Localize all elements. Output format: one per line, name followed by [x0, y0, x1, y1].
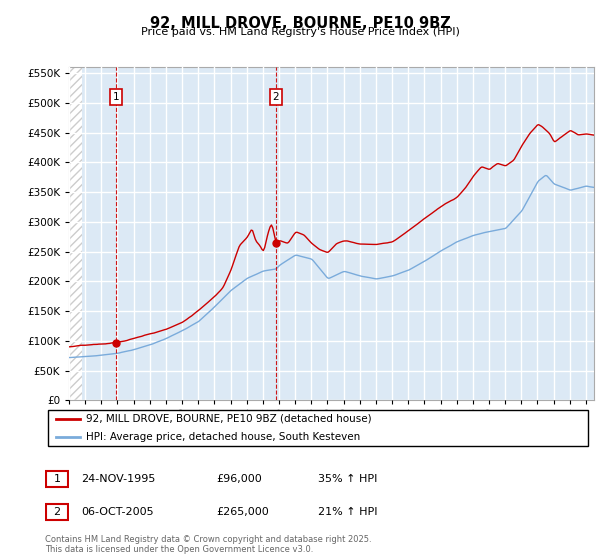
Text: 1: 1: [113, 92, 119, 102]
Text: 2: 2: [272, 92, 279, 102]
Text: Price paid vs. HM Land Registry's House Price Index (HPI): Price paid vs. HM Land Registry's House …: [140, 27, 460, 37]
Text: 92, MILL DROVE, BOURNE, PE10 9BZ: 92, MILL DROVE, BOURNE, PE10 9BZ: [149, 16, 451, 31]
Text: 2: 2: [53, 507, 61, 517]
Text: 24-NOV-1995: 24-NOV-1995: [81, 474, 155, 484]
FancyBboxPatch shape: [46, 471, 68, 487]
Bar: [69, 67, 82, 400]
Text: 21% ↑ HPI: 21% ↑ HPI: [318, 507, 377, 517]
FancyBboxPatch shape: [48, 410, 588, 446]
Text: 35% ↑ HPI: 35% ↑ HPI: [318, 474, 377, 484]
Text: £96,000: £96,000: [216, 474, 262, 484]
Text: 1: 1: [53, 474, 61, 484]
Text: Contains HM Land Registry data © Crown copyright and database right 2025.
This d: Contains HM Land Registry data © Crown c…: [45, 535, 371, 554]
Text: 92, MILL DROVE, BOURNE, PE10 9BZ (detached house): 92, MILL DROVE, BOURNE, PE10 9BZ (detach…: [86, 414, 371, 423]
Text: £265,000: £265,000: [216, 507, 269, 517]
Text: HPI: Average price, detached house, South Kesteven: HPI: Average price, detached house, Sout…: [86, 432, 360, 442]
Text: 06-OCT-2005: 06-OCT-2005: [81, 507, 154, 517]
FancyBboxPatch shape: [46, 505, 68, 520]
